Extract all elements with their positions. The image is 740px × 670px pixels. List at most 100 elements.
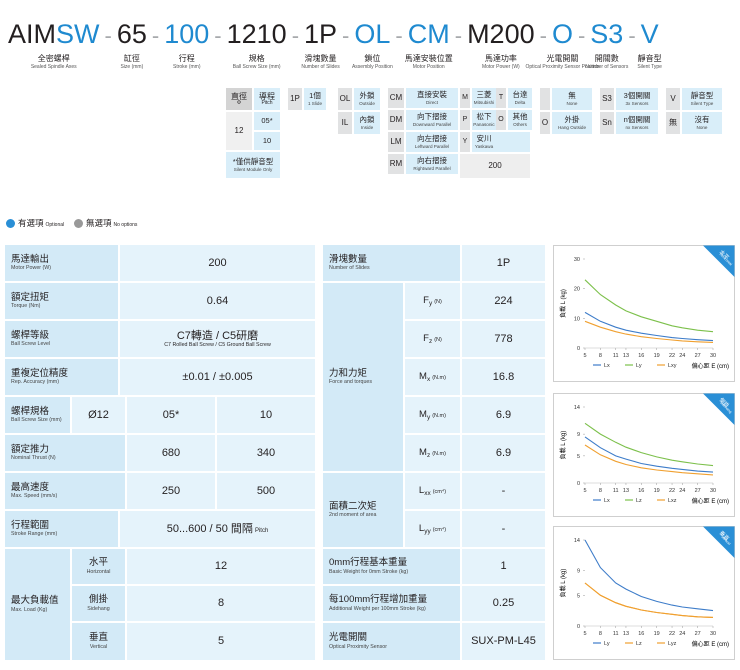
y-tick-label: 14 [574,538,580,544]
table-value: 0.25 [462,586,545,621]
table-label-en: Torque (Nm) [11,303,41,310]
table-label: 面積二次矩 2nd moment of area [323,473,403,547]
symbol: F [423,332,429,344]
option-code: P [460,110,470,130]
table-value-line: 10 [260,409,272,422]
spec-pitch-text: 05* [261,115,273,125]
series-line [584,279,714,333]
code-separator: - [214,23,222,48]
legend-label: Lyz [668,641,677,647]
table-label-en: Number of Slides [329,265,370,272]
x-tick-label: 27 [695,488,701,494]
code-part: S3 [590,19,624,49]
y-tick-label: 5 [577,454,580,460]
legend-zh: 有選項 [18,218,44,228]
table-value: 0.64 [120,283,315,319]
option-empty [496,132,530,152]
legend-label: 無選項 No options [86,217,137,229]
code-label-en: Motor Power (W) [481,63,520,70]
option-code-text: V [670,94,676,104]
table-value-text: 50...600 / 50 間隔 [166,522,253,535]
x-tick-label: 5 [583,353,586,359]
table-label-en: Stroke Range (mm) [11,531,58,538]
table-value-line: Ø12 [88,409,109,422]
option-text: 外鎖 Outside [354,88,380,110]
option-en: None [566,100,578,106]
table-value-text: ±0.01 / ±0.005 [182,370,253,383]
y-tick-label: 10 [574,316,580,322]
spec-head-en: Φ [237,99,241,106]
legend-dot [6,219,15,228]
table-value-text: 10 [259,408,273,421]
table-value-text: - [501,522,506,535]
code-segment: AIMSW [8,18,100,50]
table-label: 最高速度 Max. Speed (mm/s) [5,473,125,509]
option-text: n個開關 nx Sensors [616,112,658,134]
table-value: SUX-PM-L45 [462,623,545,660]
legend-label: Lz [636,641,642,647]
legend-zh: 無選項 [86,218,112,228]
table-value: 778 [462,321,545,357]
option-en: Hang Outside [557,124,587,130]
code-separator: - [104,23,112,48]
table-value-text: 778 [494,332,513,345]
legend-label: 有選項 Optional [18,217,64,229]
option-text: 3個開關 3x Sensors [616,88,658,110]
table-label-zh: 螺桿等級 [11,329,50,341]
legend-label: Lxy [668,363,677,369]
table-sublabel: 垂直 Vertical [72,623,125,660]
table-value: 50...600 / 50 間隔 Pitch [120,511,315,547]
table-value-text: 500 [256,484,276,497]
table-value: 8 [127,586,315,621]
option-code: V [666,88,680,110]
table-value: 05* [127,397,215,433]
option-text: 1個 1 Slide [304,88,326,110]
series-line [584,320,714,343]
option-code: T [496,88,506,108]
code-label-zh: 全密螺桿 [37,54,70,63]
option-en: Inside [360,124,374,130]
code-label-zh: 靜音型 [637,54,662,63]
table-value-text: 05* [162,408,180,421]
code-label-en: Number of Slides [301,63,340,70]
x-tick-label: 13 [623,353,629,359]
option-en: Downward Parallel [412,121,452,127]
option-en: Mitsubishi [473,99,495,105]
x-tick-label: 30 [710,631,716,637]
table-label-zh: 重複定位精度 [11,367,69,379]
table-value-line: 6.9 [496,409,511,422]
code-label: 行程 Stroke (mm) [147,54,227,70]
code-part: 65 [116,19,147,49]
option-text: 向下摺接 Downward Parallel [406,110,458,130]
table-value-line: 6.9 [496,447,511,460]
code-separator: - [454,23,463,48]
table-value-line: 778 [494,333,512,346]
table-value-line: 50...600 / 50 間隔 Pitch [167,523,269,536]
spec-head-zh: 導程 [259,91,275,101]
table-label-en: Force and torques [329,379,372,386]
code-label: 滑塊數量 Number of Slides [281,54,361,70]
table-value-text: 1 [500,560,507,573]
code-label-zh: 馬達功率 [484,54,517,63]
series-line [584,422,714,467]
table-value: - [462,473,545,509]
spec-head: 導程 Pitch [254,88,280,110]
code-label: 馬達安裝位置 Motor Position [389,54,469,70]
option-code: 1P [288,88,302,110]
table-value-text: 0.25 [492,597,515,610]
table-value-text: 8 [217,597,225,610]
option-en: Delta [514,99,526,105]
option-zh: 台達 [512,90,528,100]
code-label: 缸徑 Size (mm) [92,54,172,70]
table-label: 最大負載值 Max. Load (Kg) [5,549,70,660]
table-value: 12 [127,549,315,584]
table-value: 16.8 [462,359,545,395]
symbol: M [419,370,427,382]
table-label: 行程範圍 Stroke Range (mm) [5,511,118,547]
y-tick-label: 9 [577,432,580,438]
option-text: 台達 Delta [508,88,532,108]
option-en: Rightward Parallel [413,165,451,171]
